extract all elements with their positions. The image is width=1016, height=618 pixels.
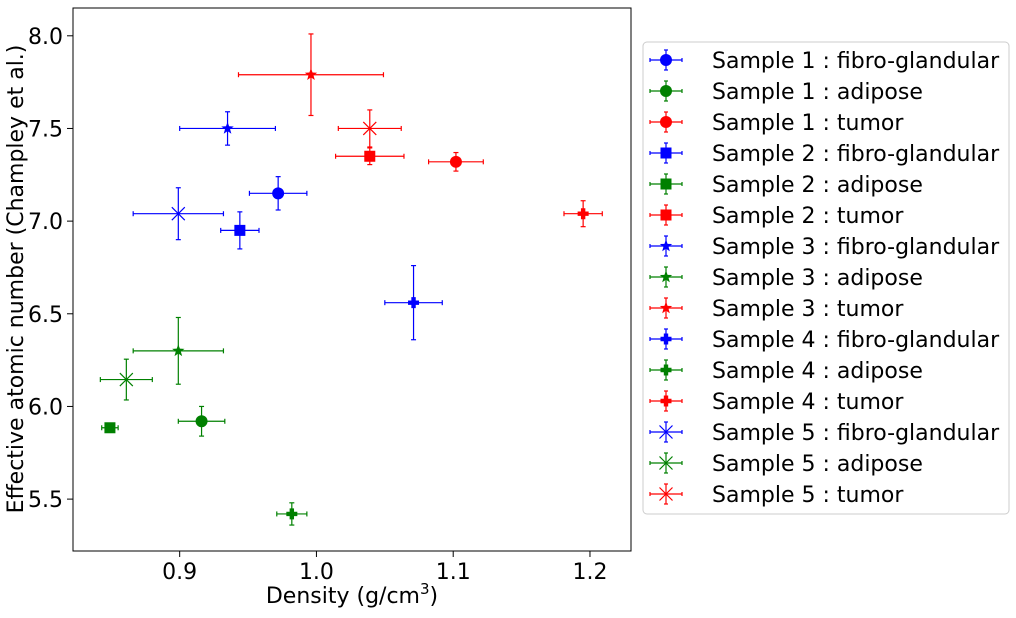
legend-marker (659, 239, 673, 252)
point-marker (304, 68, 318, 80)
legend-label: Sample 3 : adipose (712, 266, 923, 291)
x-axis-label: Density (g/cm3) (266, 580, 438, 609)
legend-marker (659, 487, 673, 501)
legend-label: Sample 1 : fibro-glandular (712, 49, 1000, 74)
legend-entry: Sample 3 : adipose (649, 266, 923, 291)
data-point (220, 211, 260, 250)
data-point (427, 151, 484, 172)
legend-marker (660, 333, 672, 345)
point-marker (171, 206, 186, 221)
legend-marker (660, 85, 672, 97)
data-point (237, 33, 385, 117)
data-point (132, 187, 225, 241)
legend-entry: Sample 3 : fibro-glandular (649, 235, 1000, 260)
legend-label: Sample 5 : adipose (712, 452, 923, 477)
data-point (384, 265, 443, 341)
data-point (99, 358, 153, 401)
y-tick-label: 8.0 (28, 25, 63, 50)
y-tick-label: 7.5 (28, 117, 63, 142)
legend-marker (660, 54, 672, 66)
legend-marker (659, 270, 673, 283)
point-marker (172, 344, 185, 357)
legend-label: Sample 2 : tumor (712, 204, 904, 229)
data-point (563, 200, 603, 228)
legend-entry: Sample 1 : adipose (649, 80, 923, 105)
legend-label: Sample 4 : tumor (712, 390, 904, 415)
legend-marker (660, 364, 672, 376)
x-axis-label-text: Density (g/cm (266, 584, 420, 609)
legend-marker (659, 456, 673, 470)
x-tick-label: 1.1 (436, 560, 471, 585)
data-point (132, 316, 225, 385)
legend-entry: Sample 2 : tumor (649, 204, 904, 229)
x-axis-label-end: ) (430, 584, 439, 609)
legend-label: Sample 1 : tumor (712, 111, 904, 136)
legend-label: Sample 3 : tumor (712, 297, 904, 322)
legend-marker (660, 395, 672, 407)
legend-entry: Sample 3 : tumor (649, 297, 904, 322)
legend-label: Sample 3 : fibro-glandular (712, 235, 1000, 260)
legend-label: Sample 2 : adipose (712, 173, 923, 198)
x-tick-label: 1.2 (572, 560, 607, 585)
point-marker (272, 187, 285, 200)
legend-marker (659, 425, 673, 439)
data-point (248, 176, 308, 211)
data-point (101, 422, 119, 434)
point-marker (119, 372, 134, 387)
legend-entry: Sample 2 : fibro-glandular (649, 142, 1000, 167)
legend-marker (660, 147, 672, 159)
y-tick-label: 6.0 (28, 395, 63, 420)
point-marker (221, 121, 234, 134)
legend-marker (660, 178, 672, 190)
point-marker (577, 208, 589, 220)
legend-entry: Sample 5 : adipose (649, 452, 923, 477)
point-marker (408, 297, 420, 309)
legend-entry: Sample 2 : adipose (649, 173, 923, 198)
y-tick-label: 5.5 (28, 488, 63, 513)
legend-entry: Sample 5 : tumor (649, 483, 904, 508)
data-point (177, 405, 226, 437)
y-tick-label: 7.0 (28, 210, 63, 235)
point-marker (449, 155, 462, 168)
legend-entry: Sample 4 : tumor (649, 390, 904, 415)
point-marker (234, 224, 246, 236)
legend: Sample 1 : fibro-glandular Sample 1 : adi… (642, 41, 1010, 515)
legend-entry: Sample 1 : fibro-glandular (649, 49, 1000, 74)
data-point (337, 109, 402, 148)
plot-area-frame (72, 7, 632, 552)
data-points (99, 33, 603, 526)
legend-label: Sample 2 : fibro-glandular (712, 142, 1000, 167)
legend-frame (642, 41, 1010, 515)
data-point (334, 147, 405, 166)
data-point (179, 111, 277, 146)
legend-marker (660, 209, 672, 221)
x-axis: 0.9 1.0 1.1 1.2 (162, 551, 607, 585)
point-marker (362, 121, 377, 136)
legend-entry: Sample 5 : fibro-glandular (649, 421, 1000, 446)
x-tick-label: 0.9 (162, 560, 197, 585)
y-axis-label: Effective atomic number (Champley et al.… (4, 45, 29, 514)
x-axis-label-superscript: 3 (420, 580, 430, 598)
legend-marker (659, 301, 673, 314)
legend-entry: Sample 4 : fibro-glandular (649, 328, 1000, 353)
legend-label: Sample 4 : adipose (712, 359, 923, 384)
legend-entry: Sample 4 : adipose (649, 359, 923, 384)
point-marker (195, 415, 208, 428)
legend-entry: Sample 1 : tumor (649, 111, 904, 136)
point-marker (104, 422, 116, 434)
legend-label: Sample 5 : fibro-glandular (712, 421, 1000, 446)
point-marker (364, 150, 376, 162)
legend-label: Sample 4 : fibro-glandular (712, 328, 1000, 353)
legend-label: Sample 5 : tumor (712, 483, 904, 508)
legend-marker (660, 116, 672, 128)
y-tick-label: 6.5 (28, 303, 63, 328)
y-axis: 5.5 6.0 6.5 7.0 7.5 8.0 (28, 25, 73, 513)
point-marker (286, 508, 298, 520)
data-point (276, 502, 308, 526)
legend-label: Sample 1 : adipose (712, 80, 923, 105)
x-tick-label: 1.0 (299, 560, 334, 585)
